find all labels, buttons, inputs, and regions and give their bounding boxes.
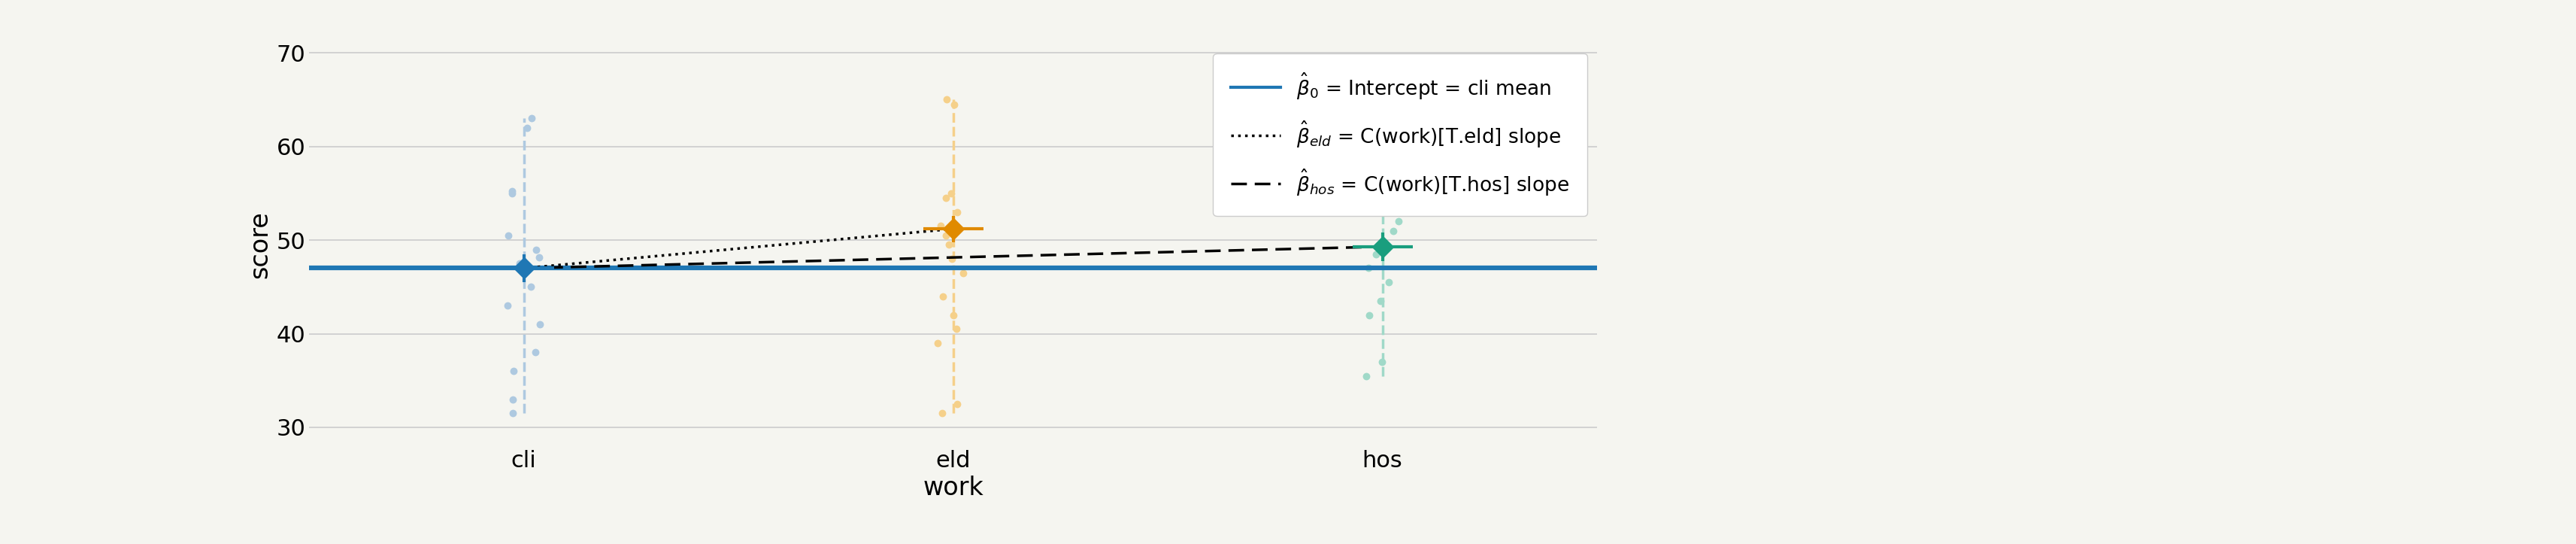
Point [925, 231, 966, 240]
Point [500, 259, 541, 268]
Point [1368, 278, 1409, 287]
Point [520, 320, 562, 329]
Point [922, 409, 963, 418]
Point [492, 189, 533, 197]
Point [492, 187, 533, 196]
Point [920, 222, 961, 231]
Point [507, 264, 549, 273]
Point [935, 400, 976, 409]
Point [1360, 296, 1401, 305]
Point [917, 339, 958, 348]
Point [510, 282, 551, 291]
Y-axis label: score: score [247, 211, 273, 279]
Point [1355, 250, 1396, 258]
Legend: $\hat{\beta}_0$ = Intercept = cli mean, $\hat{\beta}_{eld}$ = C(work)[T.eld] slo: $\hat{\beta}_0$ = Intercept = cli mean, … [1213, 53, 1587, 216]
Point [518, 252, 559, 261]
Point [927, 240, 969, 249]
Point [487, 231, 528, 240]
Point [930, 189, 971, 197]
Point [515, 245, 556, 254]
Point [1378, 217, 1419, 226]
Point [1347, 264, 1388, 273]
Point [1363, 357, 1404, 366]
Point [487, 301, 528, 310]
Point [515, 348, 556, 357]
Point [1378, 208, 1419, 217]
Point [492, 409, 533, 418]
Point [1345, 372, 1386, 380]
Point [933, 100, 974, 109]
Point [930, 255, 971, 263]
X-axis label: work: work [922, 476, 984, 500]
Point [1347, 58, 1388, 66]
Point [935, 208, 976, 217]
Point [922, 292, 963, 301]
Point [492, 367, 533, 375]
Point [925, 194, 966, 202]
Point [1373, 226, 1414, 235]
Point [492, 395, 533, 404]
Point [507, 123, 549, 132]
Point [510, 114, 551, 123]
Point [933, 311, 974, 319]
Point [935, 325, 976, 333]
Point [925, 95, 966, 104]
Point [1350, 311, 1391, 319]
Point [943, 269, 984, 277]
